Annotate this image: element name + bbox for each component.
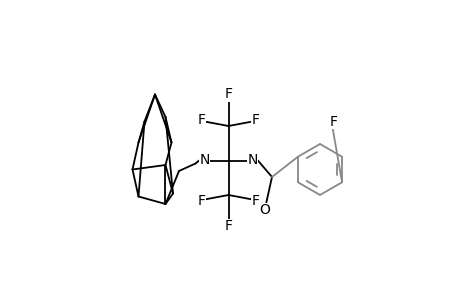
Text: F: F [251, 194, 259, 208]
Text: N: N [247, 154, 257, 167]
Text: F: F [197, 113, 205, 127]
Text: F: F [224, 88, 232, 101]
Text: F: F [251, 113, 259, 127]
Text: F: F [197, 194, 205, 208]
Text: F: F [329, 115, 337, 128]
Text: N: N [199, 154, 209, 167]
Text: F: F [224, 220, 232, 233]
Text: O: O [258, 203, 269, 217]
